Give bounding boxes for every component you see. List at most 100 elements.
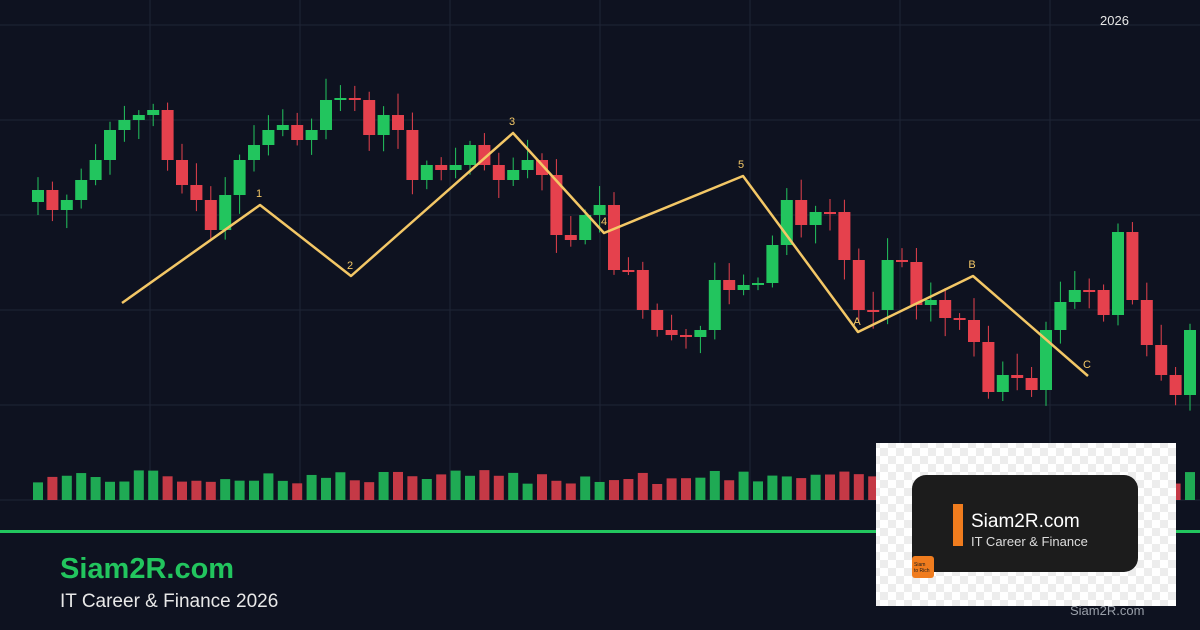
candle-body bbox=[579, 215, 592, 240]
candle-body bbox=[320, 100, 332, 130]
volume-bar bbox=[393, 471, 403, 500]
wave-line bbox=[121, 131, 1089, 377]
candle-body bbox=[665, 330, 678, 335]
volume-bar bbox=[378, 471, 389, 500]
candle-body bbox=[1184, 330, 1196, 395]
candle-body bbox=[118, 120, 131, 130]
volume-bar bbox=[724, 480, 735, 500]
brand-title: Siam2R.com bbox=[60, 553, 234, 585]
candle-body bbox=[1025, 378, 1038, 390]
volume-bar bbox=[810, 474, 821, 500]
volume-bar bbox=[623, 479, 634, 500]
candle-body bbox=[161, 110, 174, 160]
volume-bar bbox=[796, 478, 807, 500]
candle-body bbox=[219, 195, 232, 230]
volume-bar bbox=[522, 483, 533, 500]
volume-bar bbox=[580, 476, 591, 500]
badge-text: Siam bbox=[914, 562, 925, 568]
brand-subtitle: IT Career & Finance 2026 bbox=[60, 591, 278, 612]
candle-body bbox=[132, 115, 145, 120]
wave-label: A bbox=[853, 316, 861, 328]
volume-bar bbox=[508, 472, 519, 500]
volume-bar bbox=[681, 478, 691, 500]
candle-body bbox=[46, 190, 59, 210]
candle-body bbox=[521, 160, 534, 170]
volume-bar bbox=[421, 478, 432, 500]
volume-bar bbox=[119, 481, 130, 500]
badge-text: to Rich bbox=[914, 568, 930, 574]
volume-bar bbox=[436, 474, 447, 500]
candle-body bbox=[190, 185, 203, 200]
candle-body bbox=[939, 300, 952, 318]
wave-label: 3 bbox=[509, 116, 515, 128]
volume-bar bbox=[162, 476, 173, 500]
candle-body bbox=[1011, 375, 1024, 378]
logo-badge bbox=[912, 556, 934, 578]
volume-bar bbox=[652, 483, 663, 500]
candle-body bbox=[449, 165, 462, 170]
candle-body bbox=[766, 245, 779, 283]
candle-body bbox=[1155, 345, 1168, 375]
logo-bar bbox=[953, 504, 963, 546]
volume-bar bbox=[90, 477, 101, 500]
volume-bar bbox=[868, 476, 879, 500]
candles bbox=[32, 78, 1196, 411]
candle-body bbox=[1112, 232, 1124, 315]
candle-body bbox=[622, 270, 635, 272]
candle-body bbox=[507, 170, 520, 180]
candle-body bbox=[910, 262, 923, 305]
volume-bar bbox=[551, 480, 562, 500]
candle-body bbox=[262, 130, 275, 145]
volume-bar bbox=[47, 476, 58, 500]
candle-body bbox=[464, 145, 476, 165]
volume-bar bbox=[234, 480, 245, 500]
volume-bar bbox=[853, 474, 864, 500]
logo: Siam2R.com IT Career & Finance Siam to R… bbox=[876, 443, 1176, 606]
candle-body bbox=[363, 100, 376, 135]
candle-body bbox=[680, 335, 692, 337]
candle-body bbox=[204, 200, 217, 230]
volume-bar bbox=[205, 481, 216, 500]
candle-body bbox=[377, 115, 390, 135]
candle-body bbox=[737, 285, 750, 290]
volume-bar bbox=[493, 475, 504, 500]
volume-bar bbox=[839, 471, 850, 500]
candle-body bbox=[536, 160, 548, 175]
candle-body bbox=[564, 235, 577, 240]
candle-body bbox=[1097, 290, 1110, 315]
volume-bar bbox=[709, 470, 720, 500]
candle-body bbox=[867, 310, 880, 312]
wave-label: 2 bbox=[347, 260, 353, 272]
volume-bar bbox=[666, 478, 677, 500]
watermark: Siam2R.com bbox=[1070, 603, 1144, 618]
candle-body bbox=[968, 320, 980, 342]
logo-card bbox=[912, 475, 1138, 572]
volume-bar bbox=[594, 481, 605, 500]
candle-body bbox=[809, 212, 822, 225]
candle-body bbox=[608, 205, 620, 270]
wave-label: 5 bbox=[738, 159, 744, 171]
volume-bar bbox=[637, 472, 648, 500]
volume-bar bbox=[277, 480, 288, 500]
candle-body bbox=[435, 165, 448, 170]
volume-bar bbox=[825, 474, 835, 500]
volume-bar bbox=[738, 471, 749, 500]
wave-label: 1 bbox=[256, 188, 262, 200]
volume-bar bbox=[753, 481, 763, 500]
logo-title: Siam2R.com bbox=[971, 511, 1080, 532]
wave-label: B bbox=[968, 259, 975, 271]
candle-body bbox=[1068, 290, 1081, 302]
candle-body bbox=[896, 260, 908, 262]
candle-body bbox=[708, 280, 721, 330]
volume-bar bbox=[335, 472, 346, 500]
volume-bar bbox=[33, 482, 43, 500]
candle-body bbox=[636, 270, 649, 310]
volume-bar bbox=[1185, 472, 1195, 500]
volume-bar bbox=[61, 475, 72, 500]
wave-label: 4 bbox=[601, 216, 607, 228]
candle-body bbox=[550, 175, 563, 235]
volume-bar bbox=[565, 483, 576, 500]
candle-body bbox=[852, 260, 865, 310]
candle-body bbox=[996, 375, 1009, 392]
